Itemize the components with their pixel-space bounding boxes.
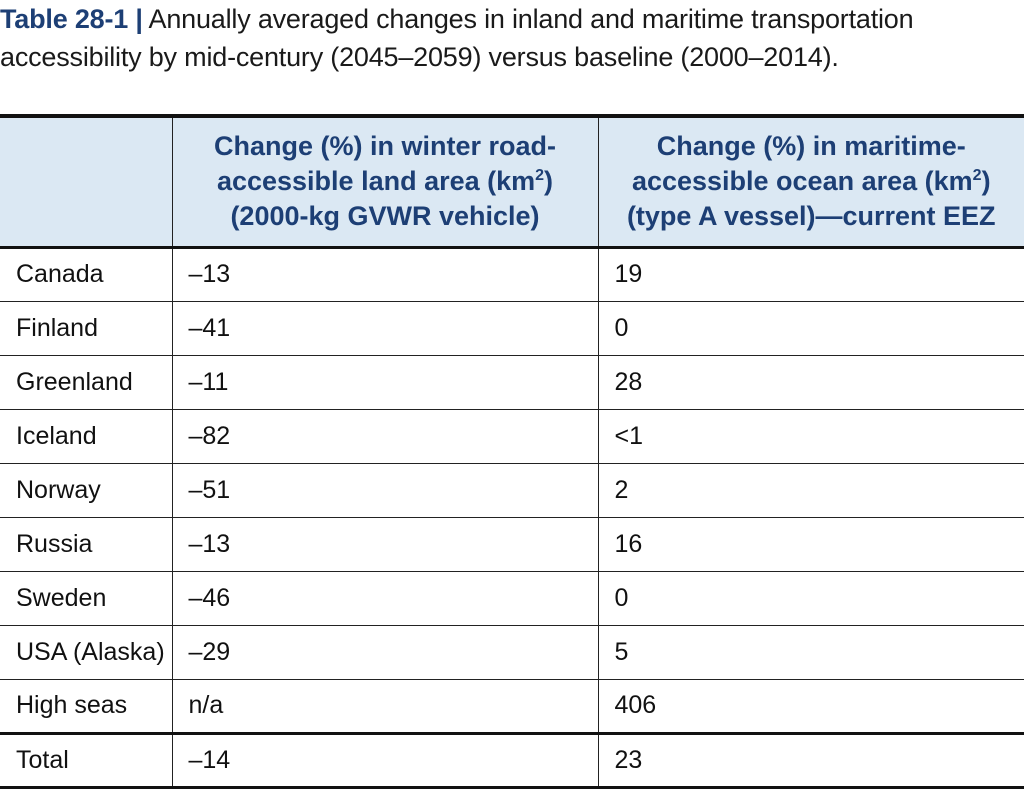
- region-cell: USA (Alaska): [0, 625, 172, 680]
- header-land-change: Change (%) in winter road- accessible la…: [171, 114, 598, 249]
- table-row: Greenland –11 28: [0, 355, 1024, 410]
- region-cell: Finland: [0, 301, 172, 356]
- land-change-cell: –82: [171, 409, 598, 464]
- accessibility-table: Change (%) in winter road- accessible la…: [0, 114, 1024, 789]
- header-ocean-line2-end: ): [981, 166, 991, 197]
- land-change-cell: –13: [171, 517, 598, 572]
- header-land-line3: (2000-kg GVWR vehicle): [230, 201, 540, 232]
- table-row: Canada –13 19: [0, 247, 1024, 302]
- ocean-change-cell: 16: [597, 517, 1024, 572]
- table-number: Table 28-1: [0, 4, 129, 34]
- header-land-superscript: 2: [535, 167, 545, 185]
- table-row: Sweden –46 0: [0, 571, 1024, 626]
- total-ocean-change-cell: 23: [597, 731, 1024, 789]
- land-change-cell: –11: [171, 355, 598, 410]
- land-change-cell: n/a: [171, 679, 598, 734]
- ocean-change-cell: 5: [597, 625, 1024, 680]
- ocean-change-cell: <1: [597, 409, 1024, 464]
- land-change-cell: –29: [171, 625, 598, 680]
- land-change-cell: –13: [171, 247, 598, 302]
- header-ocean-superscript: 2: [972, 167, 982, 185]
- region-cell: High seas: [0, 679, 172, 734]
- caption-separator: |: [135, 4, 143, 34]
- region-cell: Russia: [0, 517, 172, 572]
- header-ocean-line1: Change (%) in maritime-: [656, 131, 966, 162]
- table-row: Norway –51 2: [0, 463, 1024, 518]
- ocean-change-cell: 2: [597, 463, 1024, 518]
- header-region: [0, 114, 172, 249]
- region-cell: Sweden: [0, 571, 172, 626]
- table-row: Iceland –82 <1: [0, 409, 1024, 464]
- table-row: High seas n/a 406: [0, 679, 1024, 734]
- region-cell: Greenland: [0, 355, 172, 410]
- table-row: Finland –41 0: [0, 301, 1024, 356]
- header-land-line2: accessible land area (km: [216, 166, 536, 197]
- region-cell: Iceland: [0, 409, 172, 464]
- table-row: USA (Alaska) –29 5: [0, 625, 1024, 680]
- ocean-change-cell: 19: [597, 247, 1024, 302]
- ocean-change-cell: 0: [597, 571, 1024, 626]
- land-change-cell: –51: [171, 463, 598, 518]
- header-ocean-change: Change (%) in maritime- accessible ocean…: [597, 114, 1024, 249]
- ocean-change-cell: 0: [597, 301, 1024, 356]
- region-cell: Canada: [0, 247, 172, 302]
- total-row: Total –14 23: [0, 731, 1024, 789]
- ocean-change-cell: 28: [597, 355, 1024, 410]
- table-caption: Table 28-1 | Annually averaged changes i…: [0, 0, 1010, 76]
- header-land-line1: Change (%) in winter road-: [213, 131, 556, 162]
- caption-text: Annually averaged changes in inland and …: [0, 4, 914, 72]
- header-ocean-line2: accessible ocean area (km: [631, 166, 973, 197]
- ocean-change-cell: 406: [597, 679, 1024, 734]
- table-row: Russia –13 16: [0, 517, 1024, 572]
- total-land-change-cell: –14: [171, 731, 598, 789]
- land-change-cell: –41: [171, 301, 598, 356]
- total-label-cell: Total: [0, 731, 172, 789]
- header-ocean-line3: (type A vessel)—current EEZ: [626, 201, 996, 232]
- header-land-line2-end: ): [544, 166, 554, 197]
- region-cell: Norway: [0, 463, 172, 518]
- header-row: Change (%) in winter road- accessible la…: [0, 114, 1024, 249]
- land-change-cell: –46: [171, 571, 598, 626]
